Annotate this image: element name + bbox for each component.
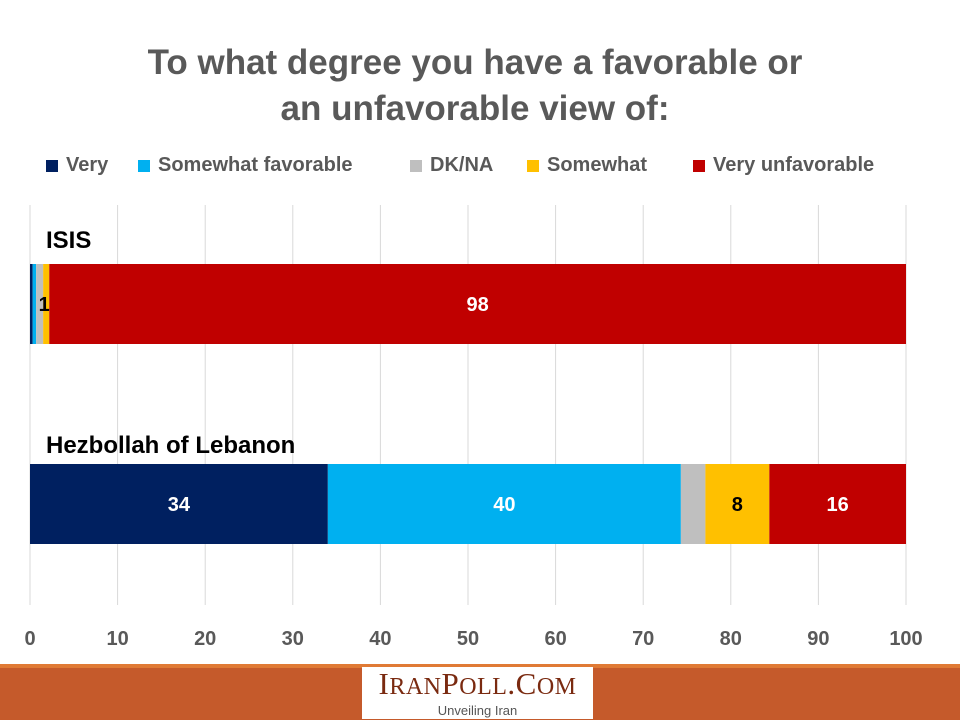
chart-title-line-1: To what degree you have a favorable or — [147, 43, 803, 82]
legend-swatch-very-unfavorable — [693, 159, 705, 172]
bar-segment-1-0 — [30, 464, 328, 544]
x-tick-label-10: 10 — [106, 628, 128, 650]
x-tick-label-70: 70 — [632, 628, 654, 650]
data-label-1-3: 8 — [732, 494, 743, 516]
bar-segment-1-4 — [769, 464, 906, 544]
legend-swatch-dk-na — [410, 159, 422, 172]
legend-label-somewhat-favorable: Somewhat favorable — [158, 154, 353, 176]
iranpoll-logo: IRANPOLL.COM Unveiling Iran — [362, 667, 593, 719]
data-label-0-4: 98 — [467, 294, 489, 316]
data-label-1-0: 34 — [168, 494, 191, 516]
bar-segment-0-2 — [36, 264, 44, 344]
bar-segment-0-3 — [43, 264, 50, 344]
x-tick-label-90: 90 — [807, 628, 829, 650]
logo-wordmark: IRANPOLL.COM — [378, 666, 577, 701]
bar-segment-0-1 — [32, 264, 37, 344]
legend-item-very: Very — [46, 154, 108, 177]
data-label-0-3: 1 — [39, 294, 50, 316]
x-tick-label-40: 40 — [369, 628, 391, 650]
chart-title-line-2: an unfavorable view of: — [280, 89, 670, 128]
chart-title: To what degree you have a favorable or a… — [0, 40, 950, 132]
x-tick-label-80: 80 — [720, 628, 742, 650]
legend-label-dk-na: DK/NA — [430, 154, 494, 176]
x-tick-label-0: 0 — [24, 628, 35, 650]
legend-item-somewhat-favorable: Somewhat favorable — [138, 154, 353, 177]
category-label-1: Hezbollah of Lebanon — [46, 432, 295, 459]
stacked-bar-chart: 0 10 20 30 40 50 60 70 80 90 100 ISIS 1 98 Hezbollah o… — [24, 205, 923, 650]
x-tick-label-30: 30 — [282, 628, 304, 650]
legend-item-somewhat: Somewhat — [527, 154, 647, 177]
bar-segment-1-1 — [327, 464, 681, 544]
bar-segment-1-3 — [705, 464, 770, 544]
legend-swatch-very — [46, 159, 58, 172]
footer-accent-line — [0, 664, 960, 668]
legend-label-somewhat: Somewhat — [547, 154, 648, 176]
legend-swatch-somewhat-favorable — [138, 159, 150, 172]
x-tick-label-60: 60 — [544, 628, 566, 650]
legend-item-dk-na: DK/NA — [410, 154, 493, 177]
bar-segment-1-2 — [680, 464, 706, 544]
bar-segment-0-0 — [30, 264, 33, 344]
data-label-1-1: 40 — [493, 494, 515, 516]
logo-tagline: Unveiling Iran — [437, 703, 518, 718]
legend: Very Somewhat favorable DK/NA Somewhat V… — [0, 154, 960, 182]
category-label-0: ISIS — [46, 227, 91, 254]
legend-label-very: Very — [66, 154, 109, 176]
x-tick-label-50: 50 — [457, 628, 479, 650]
x-tick-label-100: 100 — [889, 628, 922, 650]
legend-label-very-unfavorable: Very unfavorable — [713, 154, 875, 176]
data-label-1-4: 16 — [827, 494, 849, 516]
x-tick-label-20: 20 — [194, 628, 216, 650]
legend-item-very-unfavorable: Very unfavorable — [693, 154, 874, 177]
bar-segment-0-4 — [49, 264, 907, 344]
legend-swatch-somewhat — [527, 159, 539, 172]
